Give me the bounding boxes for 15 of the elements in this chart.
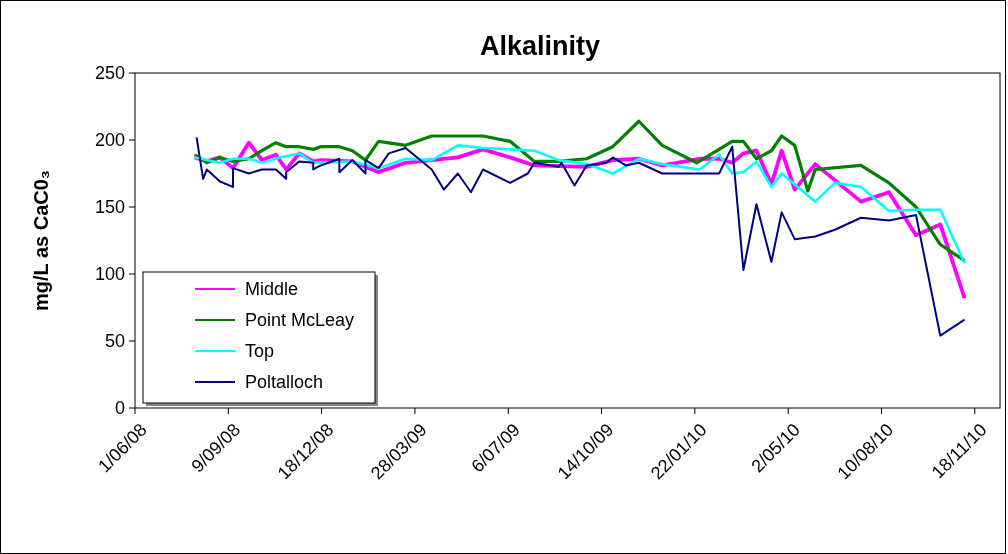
legend-label: Poltalloch xyxy=(245,372,324,393)
y-axis-title: mg/L as CaC0₃ xyxy=(30,169,52,312)
y-tick-label: 50 xyxy=(104,331,125,352)
legend-label: Middle xyxy=(245,279,299,300)
legend-label: Top xyxy=(245,341,275,362)
legend-label: Point McLeay xyxy=(245,310,355,331)
y-tick-label: 150 xyxy=(94,197,125,218)
line-series xyxy=(193,144,966,265)
line-series xyxy=(195,136,966,337)
y-tick-label: 250 xyxy=(94,63,125,84)
y-tick-label: 200 xyxy=(94,130,125,151)
y-tick-label: 100 xyxy=(94,264,125,285)
y-tick-label: 0 xyxy=(114,398,125,419)
line-series xyxy=(193,119,967,263)
chart-title: Alkalinity xyxy=(479,31,601,61)
